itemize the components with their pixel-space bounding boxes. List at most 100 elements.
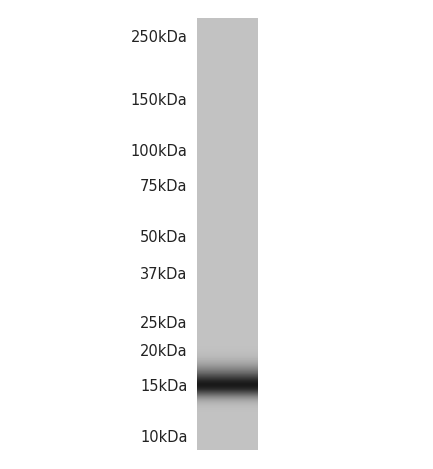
Bar — [197, 60, 258, 62]
Bar — [197, 366, 258, 368]
Bar — [197, 330, 258, 333]
Bar — [197, 39, 258, 42]
Bar — [197, 314, 258, 317]
Bar — [197, 421, 258, 423]
Bar — [197, 271, 258, 273]
Bar — [197, 21, 258, 23]
Bar — [197, 103, 258, 105]
Bar — [197, 371, 258, 374]
Bar — [197, 380, 258, 383]
Bar — [197, 441, 258, 443]
Bar — [197, 38, 258, 40]
Bar — [197, 332, 258, 334]
Bar — [197, 398, 258, 400]
Bar — [197, 282, 258, 285]
Bar — [197, 136, 258, 138]
Text: 250kDa: 250kDa — [131, 30, 187, 45]
Bar — [197, 258, 258, 260]
Bar — [197, 341, 258, 344]
Bar — [197, 422, 258, 424]
Bar — [197, 424, 258, 426]
Text: 10kDa: 10kDa — [140, 430, 187, 445]
Bar — [197, 265, 258, 268]
Bar — [197, 304, 258, 306]
Bar — [197, 117, 258, 120]
Bar — [197, 160, 258, 163]
Bar — [197, 348, 258, 351]
Bar — [197, 57, 258, 59]
Bar — [197, 346, 258, 348]
Bar — [197, 195, 258, 197]
Bar — [197, 205, 258, 207]
Bar — [197, 442, 258, 445]
Bar — [197, 362, 258, 364]
Bar — [197, 275, 258, 278]
Bar — [197, 385, 258, 387]
Bar — [197, 182, 258, 184]
Bar — [197, 250, 258, 252]
Bar — [197, 192, 258, 194]
Bar — [197, 196, 258, 198]
Bar — [197, 130, 258, 132]
Bar — [197, 23, 258, 26]
Bar — [197, 419, 258, 422]
Bar — [197, 261, 258, 263]
Bar — [197, 98, 258, 101]
Bar — [197, 370, 258, 372]
Bar — [197, 357, 258, 360]
Bar — [197, 242, 258, 244]
Bar — [197, 301, 258, 303]
Bar — [197, 445, 258, 447]
Bar — [197, 206, 258, 209]
Bar — [197, 85, 258, 88]
Bar — [197, 225, 258, 227]
Bar — [197, 142, 258, 144]
Bar — [197, 383, 258, 386]
Text: 15kDa: 15kDa — [140, 379, 187, 394]
Bar — [197, 48, 258, 50]
Bar — [197, 284, 258, 286]
Bar — [197, 239, 258, 242]
Bar — [197, 318, 258, 321]
Bar — [197, 67, 258, 69]
Bar — [197, 165, 258, 167]
Bar — [197, 212, 258, 214]
Bar — [197, 215, 258, 217]
Bar — [197, 140, 258, 143]
Bar — [197, 31, 258, 33]
Bar — [197, 298, 258, 301]
Bar — [197, 133, 258, 135]
Bar — [197, 234, 258, 236]
Bar — [197, 159, 258, 161]
Bar — [197, 153, 258, 155]
Bar — [197, 216, 258, 219]
Bar — [197, 403, 258, 406]
Bar — [197, 375, 258, 377]
Bar — [197, 143, 258, 145]
Bar — [197, 350, 258, 352]
Bar — [197, 176, 258, 178]
Bar — [197, 111, 258, 113]
Bar — [197, 353, 258, 356]
Bar — [197, 34, 258, 36]
Bar — [197, 94, 258, 97]
Bar — [197, 119, 258, 121]
Bar — [197, 222, 258, 225]
Bar — [197, 373, 258, 376]
Bar — [197, 229, 258, 232]
Bar — [197, 68, 258, 70]
Bar — [197, 173, 258, 175]
Bar — [197, 268, 258, 271]
Bar — [197, 101, 258, 104]
Bar — [197, 209, 258, 212]
Bar — [197, 334, 258, 337]
Bar — [197, 46, 258, 49]
Bar — [197, 199, 258, 201]
Bar — [197, 241, 258, 243]
Text: 20kDa: 20kDa — [140, 343, 187, 358]
Bar — [197, 84, 258, 86]
Bar — [197, 197, 258, 200]
Bar — [197, 90, 258, 92]
Bar — [197, 405, 258, 407]
Bar — [197, 344, 258, 347]
